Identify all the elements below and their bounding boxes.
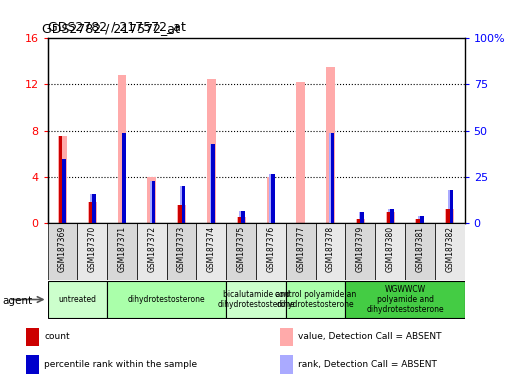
Bar	[227, 223, 256, 280]
Bar	[62, 159, 66, 223]
Bar	[416, 219, 425, 223]
Text: dihydrotestosterone: dihydrotestosterone	[128, 295, 205, 304]
Bar	[48, 223, 77, 280]
Bar	[238, 217, 241, 223]
Bar	[331, 133, 334, 223]
Bar	[89, 202, 92, 223]
Bar	[88, 202, 97, 223]
Text: GSM187371: GSM187371	[118, 225, 127, 272]
Bar	[446, 209, 450, 223]
Text: agent: agent	[3, 296, 33, 306]
Bar	[210, 144, 213, 223]
Bar	[152, 181, 155, 223]
Text: GSM187372: GSM187372	[147, 225, 156, 272]
Text: GSM187380: GSM187380	[385, 225, 394, 272]
Text: GSM187370: GSM187370	[88, 225, 97, 272]
Text: percentile rank within the sample: percentile rank within the sample	[44, 360, 197, 369]
Bar	[147, 177, 156, 223]
Bar	[237, 217, 246, 223]
Bar	[405, 223, 435, 280]
Bar	[356, 219, 365, 223]
Bar	[77, 223, 107, 280]
Bar	[386, 212, 390, 223]
Bar	[280, 328, 293, 346]
Bar	[390, 209, 394, 223]
Bar	[448, 190, 451, 223]
Bar	[92, 194, 96, 223]
Text: GSM187376: GSM187376	[267, 225, 276, 272]
Bar	[420, 216, 423, 223]
Bar	[359, 212, 362, 223]
Bar	[211, 144, 215, 223]
Bar	[26, 355, 39, 374]
Bar	[360, 212, 364, 223]
Text: GSM187377: GSM187377	[296, 225, 305, 272]
Text: untreated: untreated	[58, 295, 96, 304]
Text: GSM187379: GSM187379	[356, 225, 365, 272]
Bar	[345, 281, 465, 318]
Bar	[271, 174, 275, 223]
Bar	[345, 223, 375, 280]
Bar	[286, 223, 316, 280]
Bar	[207, 79, 216, 223]
Bar	[167, 223, 196, 280]
Text: bicalutamide and
dihydrotestosterone: bicalutamide and dihydrotestosterone	[217, 290, 295, 309]
Bar	[385, 212, 394, 223]
Bar	[296, 82, 305, 223]
Bar	[326, 67, 335, 223]
Text: GDS2782 / 217572_at: GDS2782 / 217572_at	[42, 22, 180, 35]
Text: GSM187378: GSM187378	[326, 225, 335, 272]
Text: GSM187381: GSM187381	[416, 225, 425, 271]
Text: GSM187374: GSM187374	[207, 225, 216, 272]
Text: count: count	[44, 333, 70, 341]
Bar	[389, 209, 392, 223]
Bar	[435, 223, 465, 280]
Bar	[182, 186, 185, 223]
Bar	[267, 177, 276, 223]
Bar	[316, 223, 345, 280]
Bar	[107, 281, 227, 318]
Bar	[196, 223, 227, 280]
Bar	[177, 205, 186, 223]
Bar	[59, 136, 62, 223]
Bar	[178, 205, 182, 223]
Bar	[280, 355, 293, 374]
Bar	[375, 223, 405, 280]
Bar	[150, 181, 154, 223]
Bar	[61, 159, 64, 223]
Bar	[269, 174, 273, 223]
Text: GSM187375: GSM187375	[237, 225, 246, 272]
Bar	[107, 223, 137, 280]
Bar	[58, 136, 67, 223]
Text: control polyamide an
dihydrotestosterone: control polyamide an dihydrotestosterone	[275, 290, 356, 309]
Bar	[118, 75, 127, 223]
Bar	[48, 281, 107, 318]
Bar	[256, 223, 286, 280]
Bar	[329, 133, 332, 223]
Bar	[286, 281, 345, 318]
Text: WGWWCW
polyamide and
dihydrotestosterone: WGWWCW polyamide and dihydrotestosterone	[366, 285, 444, 314]
Text: GSM187382: GSM187382	[445, 225, 454, 271]
Bar	[445, 209, 454, 223]
Bar	[418, 216, 422, 223]
Text: value, Detection Call = ABSENT: value, Detection Call = ABSENT	[298, 333, 441, 341]
Bar	[26, 328, 39, 346]
Bar	[239, 211, 243, 223]
Text: GSM187369: GSM187369	[58, 225, 67, 272]
Bar	[227, 281, 286, 318]
Bar	[137, 223, 167, 280]
Text: GDS2782 / 217572_at: GDS2782 / 217572_at	[48, 20, 185, 33]
Bar	[180, 186, 183, 223]
Text: rank, Detection Call = ABSENT: rank, Detection Call = ABSENT	[298, 360, 437, 369]
Text: GSM187373: GSM187373	[177, 225, 186, 272]
Bar	[241, 211, 245, 223]
Bar	[357, 219, 360, 223]
Bar	[450, 190, 454, 223]
Bar	[90, 194, 94, 223]
Bar	[122, 133, 126, 223]
Bar	[417, 219, 420, 223]
